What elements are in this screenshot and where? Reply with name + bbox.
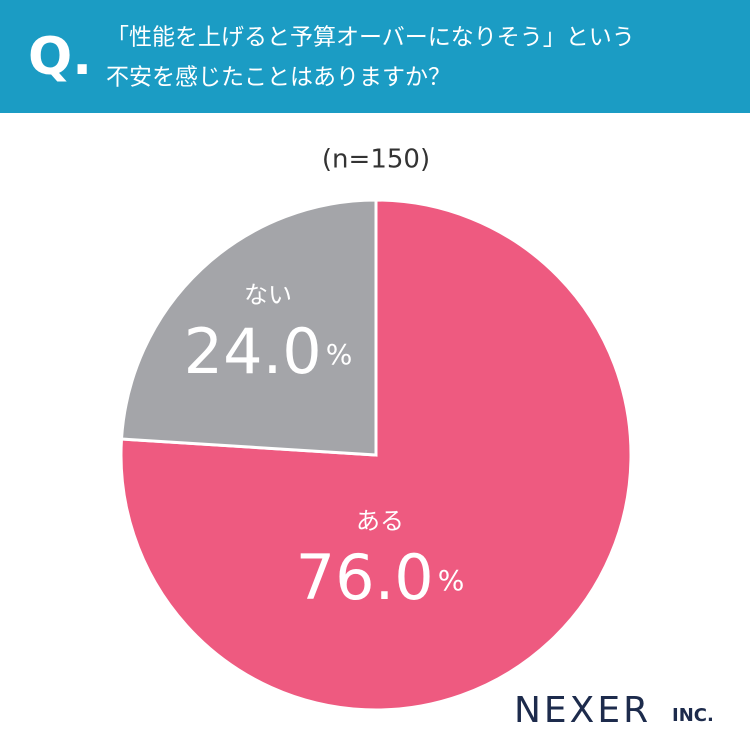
brand-logo: NEXER: [514, 690, 651, 731]
pie: ある 76.0 % ない 24.0%: [119, 198, 633, 712]
slice-value-label: 76.0%: [296, 541, 465, 614]
slice-category-label: ない: [244, 281, 292, 309]
chart-title: 「性能を上げると予算オーバーになりそう」という: [106, 25, 635, 51]
question-label: Q.: [28, 27, 92, 87]
slice-category-label: ある: [356, 507, 404, 535]
header-band: [0, 0, 750, 113]
chart-subtitle: (n=150): [322, 145, 430, 175]
slice-value-label: 24.0%: [184, 315, 353, 388]
brand-suffix: INC.: [672, 705, 714, 726]
pie-slice: [119, 198, 633, 712]
chart-title: 不安を感じたことはありますか？: [106, 65, 451, 91]
pie-slice: [119, 198, 378, 457]
